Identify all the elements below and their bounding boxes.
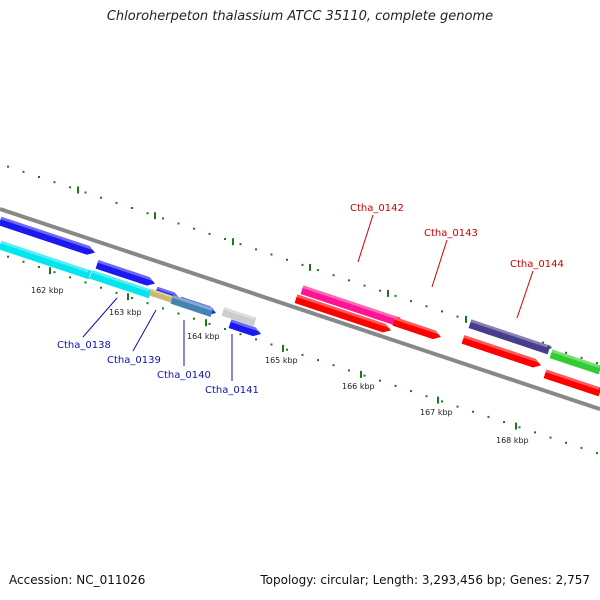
gene-arrow-highlight bbox=[230, 319, 262, 333]
gene-arrow-body bbox=[0, 240, 92, 280]
gene-arrow-highlight bbox=[545, 369, 600, 390]
gene-arrow-highlight bbox=[296, 294, 390, 328]
kbp-tick-label: 167 kbp bbox=[420, 408, 453, 417]
gene-arrow-highlight bbox=[302, 285, 398, 320]
gene-label[interactable]: Ctha_0139 bbox=[107, 355, 161, 366]
gene-label[interactable]: Ctha_0144 bbox=[510, 259, 564, 270]
gene-arrow-highlight bbox=[463, 335, 541, 363]
gene-label-leader bbox=[82, 297, 118, 338]
gene-arrow-body bbox=[0, 216, 95, 255]
gene-arrow-body bbox=[461, 335, 541, 368]
kbp-tick-label: 163 kbp bbox=[109, 308, 142, 317]
gene-label[interactable]: Ctha_0143 bbox=[424, 228, 478, 239]
gene-label-leader bbox=[357, 214, 374, 263]
genome-summary-text: Topology: circular; Length: 3,293,456 bp… bbox=[260, 573, 590, 587]
gene-arrow[interactable] bbox=[89, 270, 152, 299]
gene-arrow-body bbox=[294, 294, 391, 333]
genome-title: Chloroherpeton thalassium ATCC 35110, co… bbox=[106, 9, 494, 24]
gene-arrow[interactable] bbox=[0, 240, 92, 280]
gene-arrow[interactable] bbox=[543, 369, 600, 397]
gene-arrow-highlight bbox=[470, 319, 549, 348]
gene-arrow[interactable] bbox=[300, 285, 401, 327]
gene-arrow-highlight bbox=[394, 317, 442, 335]
gene-arrow[interactable] bbox=[170, 295, 214, 318]
backbone-line bbox=[0, 207, 600, 411]
gene-arrow-body bbox=[468, 319, 551, 355]
genome-backbone bbox=[0, 207, 600, 411]
gene-arrow-body bbox=[148, 288, 174, 303]
gene-arrow-highlight bbox=[150, 288, 173, 298]
gene-arrow[interactable] bbox=[549, 349, 600, 375]
gene-arrow[interactable] bbox=[294, 294, 393, 334]
gene-arrow-highlight bbox=[97, 260, 155, 282]
kbp-tick-label: 166 kbp bbox=[342, 382, 375, 391]
kbp-tick-label: 165 kbp bbox=[265, 356, 298, 365]
gene-arrow-highlight bbox=[156, 286, 181, 298]
kbp-tick-label: 162 kbp bbox=[31, 286, 64, 295]
gene-arrow-highlight bbox=[0, 240, 89, 273]
gene-arrow[interactable] bbox=[392, 317, 443, 341]
minor-tick-track bbox=[7, 165, 598, 455]
gene-arrow-highlight bbox=[223, 307, 256, 321]
gene-label[interactable]: Ctha_0141 bbox=[205, 385, 259, 396]
gene-arrow[interactable] bbox=[221, 307, 257, 327]
gene-arrow[interactable] bbox=[0, 216, 96, 257]
gene-arrow[interactable] bbox=[228, 319, 263, 338]
gene-arrow-body bbox=[300, 285, 401, 327]
gene-arrow-highlight bbox=[0, 216, 94, 251]
gene-arrow-body bbox=[89, 270, 152, 299]
gene-arrow[interactable] bbox=[468, 319, 551, 355]
gene-arrow-highlight bbox=[172, 295, 213, 311]
gene-label-leader bbox=[516, 270, 534, 319]
gene-arrow[interactable] bbox=[461, 335, 543, 370]
gene-arrow-highlight bbox=[551, 349, 600, 368]
kbp-tick-label: 164 kbp bbox=[187, 332, 220, 341]
gene-arrow-body bbox=[95, 260, 155, 286]
gene-arrow-body bbox=[392, 317, 441, 340]
gene-arrow-body bbox=[221, 307, 257, 327]
gene-label-leader bbox=[431, 239, 448, 288]
gene-arrow[interactable] bbox=[95, 260, 157, 288]
gene-features bbox=[0, 216, 600, 397]
gene-label[interactable]: Ctha_0138 bbox=[57, 340, 111, 351]
kbp-tick-labels: 162 kbp 163 kbp 164 kbp 165 kbp 166 kbp 167 k… bbox=[31, 286, 529, 445]
kbp-tick-label: 168 kbp bbox=[496, 436, 529, 445]
gene-arrow-body bbox=[549, 349, 600, 375]
gene-arrow-body bbox=[170, 295, 214, 318]
gene-labels: Ctha_0138 Ctha_0139 Ctha_0140 Ctha_0141 Ctha… bbox=[57, 203, 564, 396]
gene-arrow-body bbox=[543, 369, 600, 397]
gene-label[interactable]: Ctha_0142 bbox=[350, 203, 404, 214]
gene-arrow-body bbox=[228, 319, 262, 337]
accession-text: Accession: NC_011026 bbox=[9, 573, 146, 587]
gene-label-leader bbox=[132, 309, 157, 352]
gene-label[interactable]: Ctha_0140 bbox=[157, 370, 211, 381]
gene-arrow-highlight bbox=[91, 270, 150, 292]
gene-arrow[interactable] bbox=[148, 288, 174, 303]
